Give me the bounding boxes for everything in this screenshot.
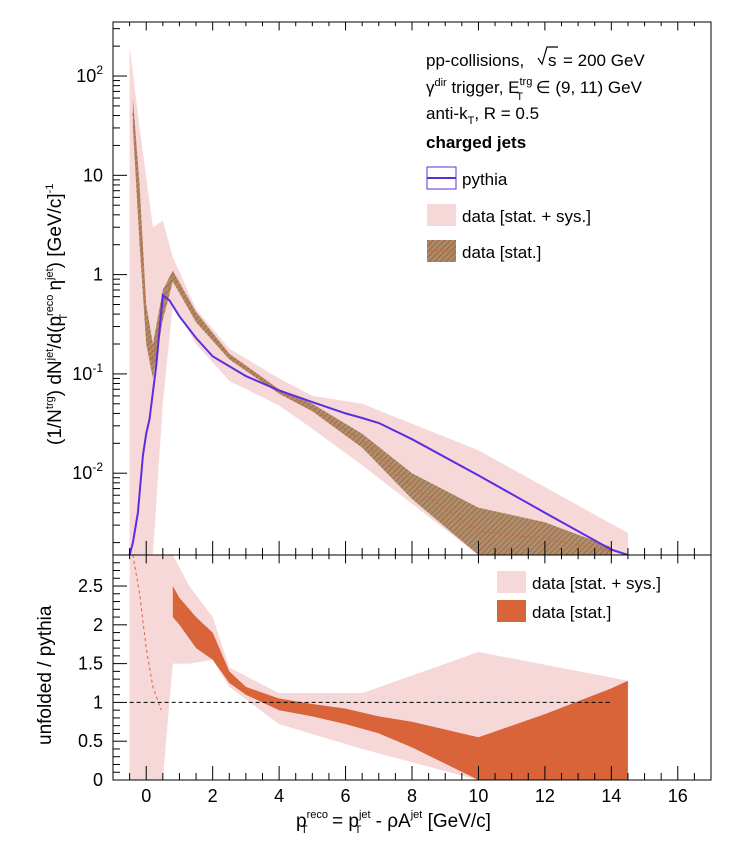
x-tick-label: 12: [535, 786, 555, 806]
legend-item-data-stat: data [stat.]: [427, 240, 541, 262]
x-tick-label: 8: [407, 786, 417, 806]
annotation-jets: charged jets: [426, 133, 526, 152]
line-pythia: [128, 293, 629, 555]
x-tick-label: 6: [341, 786, 351, 806]
ratio-legend-label-data-sys: data [stat. + sys.]: [532, 574, 661, 593]
annotation-sqrt-s: s: [548, 51, 557, 70]
legend-item-data-sys: data [stat. + sys.]: [427, 204, 591, 226]
annotation-algorithm: anti-kT, R = 0.5: [426, 104, 539, 127]
spectrum-y-axis-label: (1/Ntrg) dNjet/d(precoT ηjet) [GeV/c]-1: [44, 184, 70, 445]
x-tick-label: 4: [274, 786, 284, 806]
x-tick-label: 2: [208, 786, 218, 806]
ratio-line-data-stat-central: [132, 555, 162, 711]
legend-swatch-data-sys: [427, 204, 456, 226]
ratio-legend-item-data-stat: data [stat.]: [497, 600, 611, 622]
ratio-x-ticks: 0 2 4 6 8 10 12 14 16: [112, 555, 712, 806]
band-data-sys: [129, 46, 628, 555]
spectrum-panel: 10-2 10-1 1 10 102 pp-collisions, s = 200 Ge…: [44, 21, 712, 556]
spectrum-y-tick-label: 10-2: [72, 460, 103, 483]
ratio-band-data-stat: [172, 586, 628, 780]
spectrum-legend: pythia data [stat. + sys.] data [stat.]: [426, 166, 591, 262]
x-tick-label: 0: [141, 786, 151, 806]
ratio-y-tick-label: 2.5: [78, 576, 103, 596]
annotation-energy: = 200 GeV: [563, 51, 645, 70]
spectrum-y-tick-label: 10-1: [72, 361, 103, 384]
ratio-legend-swatch-data-sys: [497, 571, 526, 593]
legend-label-data-sys: data [stat. + sys.]: [462, 207, 591, 226]
annotation-collision: pp-collisions,: [426, 51, 524, 70]
spectrum-x-ticks: [112, 22, 712, 555]
ratio-y-tick-label: 2: [93, 615, 103, 635]
ratio-y-tick-label: 1: [93, 692, 103, 712]
sqrt-symbol: [537, 46, 558, 66]
legend-label-data-stat: data [stat.]: [462, 243, 541, 262]
ratio-bands: [129, 555, 628, 780]
spectrum-y-ticks: 10-2 10-1 1 10 102: [72, 28, 127, 544]
ratio-legend-item-data-sys: data [stat. + sys.]: [497, 571, 661, 593]
ratio-y-tick-label: 0.5: [78, 731, 103, 751]
ratio-y-ticks: 0 0.5 1 1.5 2 2.5: [78, 554, 127, 790]
spectrum-y-tick-label: 102: [76, 63, 103, 86]
x-axis-label: preco T = pjet T - ρAjet [GeV/c]: [296, 809, 491, 836]
spectrum-y-tick-label: 1: [93, 265, 103, 285]
legend-label-pythia: pythia: [462, 170, 508, 189]
annotation-trigger: γdir trigger, Etrg T ∈ (9, 11) GeV: [426, 76, 643, 103]
spectrum-lines: [128, 112, 629, 555]
x-tick-label: 14: [601, 786, 621, 806]
ratio-y-tick-label: 0: [93, 770, 103, 790]
line-data-stat-central: [132, 112, 612, 552]
spectrum-bands: [129, 46, 628, 555]
x-tick-label: 16: [668, 786, 688, 806]
ratio-y-axis-label: unfolded / pythia: [35, 605, 56, 745]
spectrum-y-tick-label: 10: [83, 165, 103, 185]
x-tick-label: 10: [468, 786, 488, 806]
ratio-legend-label-data-stat: data [stat.]: [532, 603, 611, 622]
ratio-legend-swatch-data-stat: [497, 600, 526, 622]
ratio-y-tick-label: 1.5: [78, 654, 103, 674]
ratio-panel: 0 0.5 1 1.5 2 2.5 0 2 4 6 8 10 12 14 16 data [stat. +…: [35, 554, 712, 836]
ratio-band-data-sys: [129, 555, 628, 780]
ratio-legend: data [stat. + sys.] data [stat.]: [497, 571, 661, 622]
legend-item-pythia: pythia: [426, 166, 508, 190]
